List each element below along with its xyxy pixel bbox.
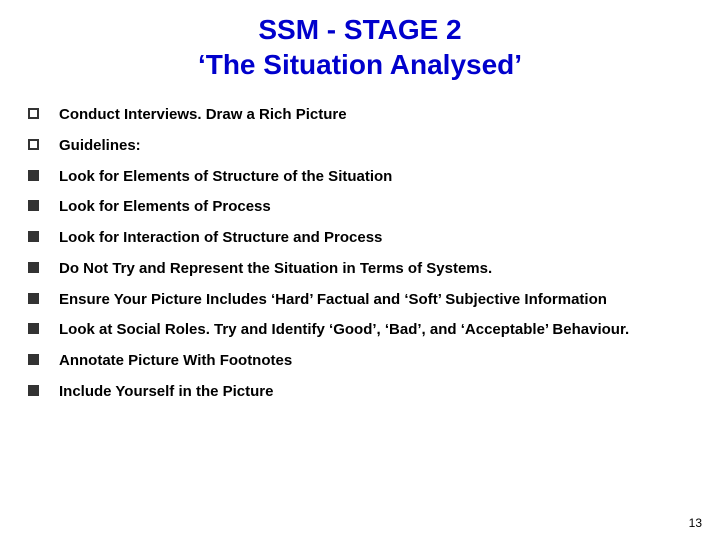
slide-title: SSM - STAGE 2 ‘The Situation Analysed’ (28, 12, 692, 82)
list-item-text: Conduct Interviews. Draw a Rich Picture (59, 100, 692, 131)
list-item: Ensure Your Picture Includes ‘Hard’ Fact… (28, 285, 692, 316)
list-item: Look for Elements of Process (28, 192, 692, 223)
list-item: Annotate Picture With Footnotes (28, 346, 692, 377)
square-filled-icon (28, 385, 39, 396)
list-item: Look at Social Roles. Try and Identify ‘… (28, 315, 692, 346)
square-filled-icon (28, 262, 39, 273)
list-item-text: Look for Elements of Process (59, 192, 692, 223)
title-line-1: SSM - STAGE 2 (258, 14, 461, 45)
list-item-text: Do Not Try and Represent the Situation i… (59, 254, 692, 285)
list-item: Include Yourself in the Picture (28, 377, 692, 408)
list-item: Look for Elements of Structure of the Si… (28, 162, 692, 193)
title-line-2: ‘The Situation Analysed’ (198, 49, 522, 80)
square-filled-icon (28, 200, 39, 211)
page-number: 13 (689, 516, 702, 530)
square-filled-icon (28, 231, 39, 242)
slide: SSM - STAGE 2 ‘The Situation Analysed’ C… (0, 0, 720, 540)
list-item-text: Include Yourself in the Picture (59, 377, 692, 408)
square-filled-icon (28, 354, 39, 365)
square-filled-icon (28, 293, 39, 304)
list-item: Do Not Try and Represent the Situation i… (28, 254, 692, 285)
list-item-text: Ensure Your Picture Includes ‘Hard’ Fact… (59, 285, 692, 316)
list-item-text: Annotate Picture With Footnotes (59, 346, 692, 377)
list-item-text: Look for Elements of Structure of the Si… (59, 162, 692, 193)
list-item-text: Guidelines: (59, 131, 692, 162)
list-item-text: Look at Social Roles. Try and Identify ‘… (59, 315, 692, 346)
list-item: Conduct Interviews. Draw a Rich Picture (28, 100, 692, 131)
list-item: Look for Interaction of Structure and Pr… (28, 223, 692, 254)
square-filled-icon (28, 170, 39, 181)
square-outline-icon (28, 108, 39, 119)
bullet-list: Conduct Interviews. Draw a Rich PictureG… (28, 100, 692, 408)
list-item: Guidelines: (28, 131, 692, 162)
square-outline-icon (28, 139, 39, 150)
list-item-text: Look for Interaction of Structure and Pr… (59, 223, 692, 254)
square-filled-icon (28, 323, 39, 334)
